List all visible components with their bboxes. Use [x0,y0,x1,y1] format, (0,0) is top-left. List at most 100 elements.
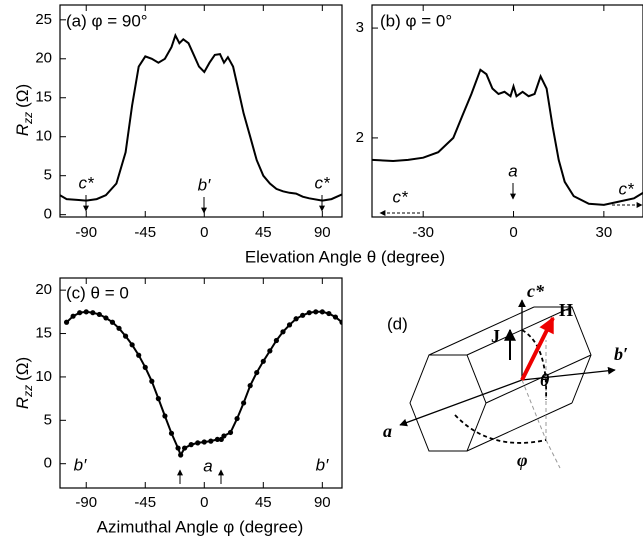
x-tick-label: -90 [75,224,97,241]
crystal-diagram [399,299,616,469]
y-axis-title: Rzz (Ω) [13,84,35,136]
annotation: c* [78,173,95,192]
x-tick-label: -45 [134,494,156,511]
data-line [60,32,342,202]
data-line [65,310,342,458]
plot-frame [59,4,343,218]
data-point [182,445,188,451]
y-tick-label: 15 [35,89,52,106]
plot-data [63,309,342,458]
data-point [90,310,96,316]
data-point [83,309,89,315]
data-point [247,383,253,389]
data-point [188,442,194,448]
plot-data [60,32,342,202]
y-tick-label: 20 [35,50,52,67]
data-point [273,337,280,344]
y-axis-unit: (Ω) [13,357,32,381]
data-point [201,439,207,445]
data-point [96,311,102,318]
panel-label: (d) [387,314,408,333]
annotation: c* [618,179,635,198]
data-point [280,329,286,335]
y-tick-label: 15 [35,325,52,342]
data-point [109,319,116,325]
annotation: c* [392,187,409,206]
data-point [241,400,247,406]
data-point [175,445,181,451]
x-tick-label: -90 [75,494,97,511]
y-tick-label: 5 [44,411,52,428]
data-point [70,313,76,319]
y-axis-symbol: R [13,124,32,136]
panel-label: (b) φ = 0° [380,11,452,30]
data-point [116,325,122,331]
y-tick-label: 2 [356,129,364,146]
data-point [136,352,142,358]
y-tick-label: 0 [44,455,52,472]
y-tick-label: 10 [35,368,52,385]
y-tick-label: 3 [356,19,364,36]
field-label: H [559,300,573,320]
x-tick-label: 0 [509,224,517,241]
data-point [129,342,135,348]
annotation: a [203,456,212,475]
data-point [332,314,339,320]
plot-frame [59,277,343,489]
data-point [155,396,161,402]
data-point [227,429,234,436]
data-point [178,452,184,458]
x-axis-title: Azimuthal Angle φ (degree) [97,517,304,536]
data-point [168,430,175,436]
data-point [306,310,312,316]
plot-frame [371,4,643,218]
y-axis-subscript: zz [21,385,35,398]
data-point [319,309,325,315]
data-point [326,310,332,317]
annotation: b′ [316,455,329,474]
y-tick-label: 25 [35,11,52,28]
panel-label: (c) θ = 0 [66,283,129,302]
x-tick-label: 90 [314,224,331,241]
data-point [339,319,342,325]
data-point [254,369,260,376]
data-point [260,358,266,364]
y-axis-title: Rzz (Ω) [13,357,35,409]
angle-label: φ [517,450,528,470]
panel-label: (a) φ = 90° [66,11,148,30]
data-point [103,315,109,321]
y-axis-subscript: zz [21,112,35,125]
data-point [208,438,214,444]
axis-label: c* [527,281,545,301]
data-point [63,319,70,325]
axis-label: b′ [614,344,628,364]
y-tick-label: 0 [44,206,52,223]
current-label: J [491,326,500,346]
y-axis-unit: (Ω) [13,84,32,108]
data-point [77,310,83,316]
data-point [293,316,299,322]
data-point [234,415,240,422]
plot-data [372,68,643,206]
annotation: a [508,161,517,180]
annotation: b′ [74,455,87,474]
y-tick-label: 10 [35,128,52,145]
data-point [286,322,293,328]
x-tick-label: 45 [255,494,272,511]
data-line [372,68,643,206]
x-tick-label: 45 [255,224,272,241]
y-tick-label: 5 [44,167,52,184]
data-point [195,440,201,446]
data-point [142,364,148,370]
data-point [313,309,319,315]
data-point [122,333,129,339]
y-axis-symbol: R [13,397,32,409]
data-point [267,348,273,354]
angle-label: θ [540,370,550,390]
data-point [162,413,168,419]
x-tick-label: -30 [412,224,434,241]
x-tick-label: 90 [314,494,331,511]
data-point [149,378,155,384]
x-axis-title: Elevation Angle θ (degree) [245,247,445,266]
x-tick-label: 0 [200,494,208,511]
